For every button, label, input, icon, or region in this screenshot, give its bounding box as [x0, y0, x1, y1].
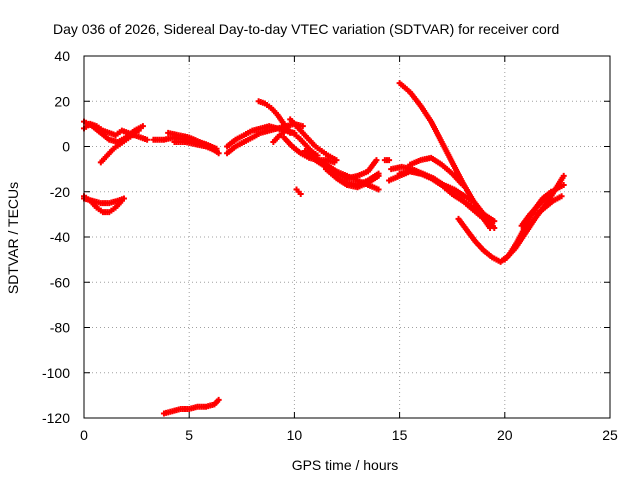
chart-title: Day 036 of 2026, Sidereal Day-to-day VTE…	[53, 21, 559, 37]
data-point	[135, 127, 142, 134]
series-trace-early-cross	[97, 127, 142, 166]
data-point	[375, 170, 382, 177]
x-tick-label: 5	[185, 427, 193, 443]
y-tick-label: 20	[54, 93, 70, 109]
series-trace-high-drop	[396, 80, 498, 231]
data-point	[560, 181, 567, 188]
x-tick-label: 25	[602, 427, 618, 443]
data-point	[386, 157, 393, 164]
y-tick-label: -80	[50, 320, 70, 336]
plot-border	[83, 55, 611, 419]
data-point	[560, 172, 567, 179]
x-tick-label: 15	[392, 427, 408, 443]
data-point	[297, 191, 304, 198]
data-point	[491, 224, 498, 231]
y-tick-label: -20	[50, 184, 70, 200]
series-trace-spike	[293, 186, 304, 198]
y-axis-label: SDTVAR / TECUs	[5, 182, 21, 294]
series-trace-morning-c	[171, 138, 220, 155]
data-point	[213, 148, 220, 155]
data-point	[139, 123, 146, 130]
x-tick-label: 10	[287, 427, 303, 443]
data-point	[375, 186, 382, 193]
y-tick-label: 0	[62, 139, 70, 155]
series-trace-afternoon-d	[333, 170, 382, 188]
y-tick-label: -40	[50, 229, 70, 245]
series-trace-rise-b	[518, 181, 567, 229]
data-points	[81, 80, 567, 417]
data-point	[299, 123, 306, 130]
y-tick-label: -100	[42, 365, 70, 381]
data-point	[215, 396, 222, 403]
y-tick-label: -60	[50, 274, 70, 290]
series-trace-marker-short	[381, 157, 393, 164]
axis-ticks: 0 5 10 15 20 25 -120 -100 -80 -60 -40 -20 0 20 40	[42, 48, 618, 443]
data-point	[491, 218, 498, 225]
x-tick-label: 20	[497, 427, 513, 443]
data-point	[558, 193, 565, 200]
series-trace-rise-c	[533, 193, 565, 218]
series-trace-mid-d	[287, 116, 340, 164]
series-trace-bottom	[160, 396, 222, 417]
data-point	[373, 157, 380, 164]
x-axis-label: GPS time / hours	[292, 457, 399, 473]
y-tick-label: 40	[54, 48, 70, 64]
series-trace-late-a	[386, 168, 494, 231]
data-point	[331, 159, 338, 166]
data-point	[120, 195, 127, 202]
grid-lines	[84, 56, 610, 418]
y-tick-label: -120	[42, 410, 70, 426]
x-tick-label: 0	[80, 427, 88, 443]
data-point	[144, 136, 151, 143]
